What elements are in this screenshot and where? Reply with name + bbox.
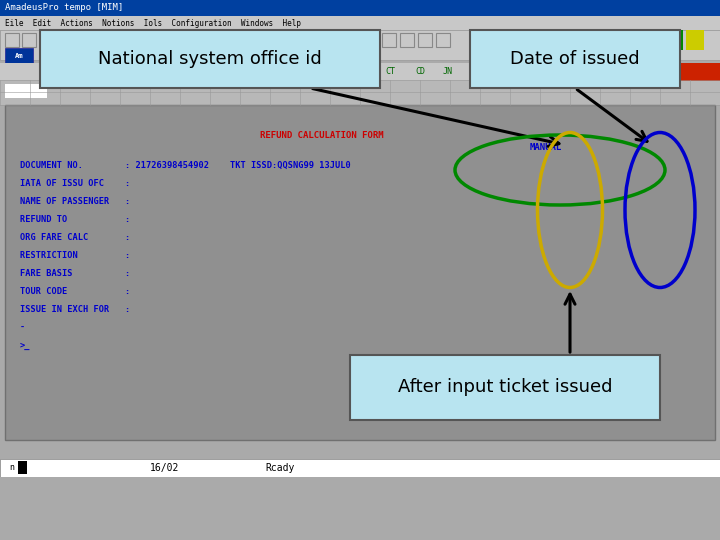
- Text: n: n: [9, 463, 14, 472]
- FancyBboxPatch shape: [620, 63, 720, 81]
- FancyBboxPatch shape: [418, 33, 432, 47]
- Text: REFUND CALCULATION FORM: REFUND CALCULATION FORM: [260, 132, 384, 140]
- Text: NAME OF PASSENGER   :: NAME OF PASSENGER :: [20, 197, 130, 206]
- Text: Eile  Edit  Actions  Notions  Iols  Configuration  Windows  Help: Eile Edit Actions Notions Iols Configura…: [5, 18, 301, 28]
- FancyBboxPatch shape: [382, 33, 396, 47]
- Text: Rcady: Rcady: [265, 463, 294, 473]
- FancyBboxPatch shape: [350, 355, 660, 420]
- FancyBboxPatch shape: [0, 477, 720, 540]
- Text: CD: CD: [415, 68, 425, 77]
- Text: TOUR CODE           :: TOUR CODE :: [20, 287, 130, 295]
- FancyBboxPatch shape: [0, 0, 720, 16]
- Text: JN: JN: [443, 68, 453, 77]
- Text: -: -: [20, 322, 25, 332]
- Text: ISSUE IN EXCH FOR   :: ISSUE IN EXCH FOR :: [20, 305, 130, 314]
- Text: >_: >_: [20, 341, 30, 349]
- Text: RESTRICTION         :: RESTRICTION :: [20, 251, 130, 260]
- Text: 16/02: 16/02: [150, 463, 180, 473]
- FancyBboxPatch shape: [643, 30, 661, 50]
- Text: FARE BASIS          :: FARE BASIS :: [20, 268, 130, 278]
- FancyBboxPatch shape: [5, 33, 19, 47]
- FancyBboxPatch shape: [470, 30, 680, 88]
- FancyBboxPatch shape: [436, 33, 450, 47]
- FancyBboxPatch shape: [18, 461, 27, 474]
- Text: CT: CT: [385, 68, 395, 77]
- Text: MANUAL: MANUAL: [530, 144, 562, 152]
- FancyBboxPatch shape: [0, 80, 720, 105]
- Text: REFUND TO           :: REFUND TO :: [20, 214, 130, 224]
- FancyBboxPatch shape: [0, 459, 720, 477]
- FancyBboxPatch shape: [400, 33, 414, 47]
- Text: Am: Am: [14, 53, 23, 59]
- Text: DOCUMENT NO.        : 21726398454902    TKT ISSD:QQSNG99 13JUL0: DOCUMENT NO. : 21726398454902 TKT ISSD:Q…: [20, 160, 351, 170]
- FancyBboxPatch shape: [0, 30, 720, 60]
- FancyBboxPatch shape: [5, 48, 33, 64]
- FancyBboxPatch shape: [620, 30, 640, 50]
- FancyBboxPatch shape: [40, 30, 380, 88]
- Text: Date of issued: Date of issued: [510, 50, 640, 68]
- FancyBboxPatch shape: [0, 63, 720, 81]
- FancyBboxPatch shape: [0, 16, 720, 30]
- Text: After input ticket issued: After input ticket issued: [397, 379, 612, 396]
- Text: ORG FARE CALC       :: ORG FARE CALC :: [20, 233, 130, 241]
- Text: National system office id: National system office id: [98, 50, 322, 68]
- FancyBboxPatch shape: [5, 105, 715, 440]
- Text: IATA OF ISSU OFC    :: IATA OF ISSU OFC :: [20, 179, 130, 187]
- FancyBboxPatch shape: [22, 33, 36, 47]
- Text: AmadeusPro tempo [MIM]: AmadeusPro tempo [MIM]: [5, 3, 123, 12]
- FancyBboxPatch shape: [665, 30, 683, 50]
- FancyBboxPatch shape: [5, 84, 47, 98]
- FancyBboxPatch shape: [686, 30, 704, 50]
